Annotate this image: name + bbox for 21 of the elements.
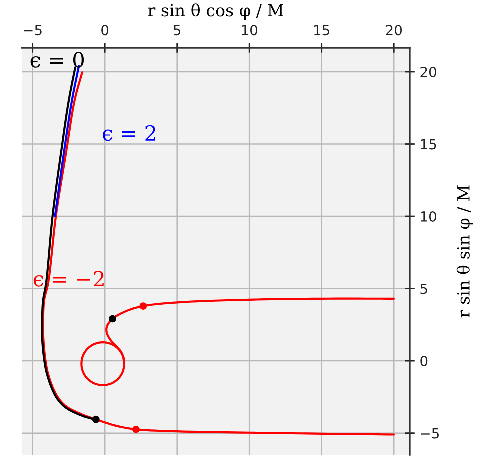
point	[109, 315, 116, 323]
y-tick-label: 0	[420, 356, 428, 367]
x-tick-label: 15	[314, 25, 330, 36]
x-tick-label: 5	[174, 25, 181, 36]
x-axis-title: r sin θ cos φ / M	[148, 4, 284, 20]
x-tick-label: 0	[102, 25, 109, 36]
y-tick-label: 20	[420, 66, 436, 78]
x-tick-label: 20	[386, 25, 402, 36]
x-tick-label: 10	[242, 25, 258, 36]
point	[140, 302, 148, 310]
y-tick-label: −5	[421, 428, 439, 439]
point	[132, 426, 140, 434]
series-label: ϵ = 0	[30, 52, 84, 68]
series-label: ϵ = −2	[34, 271, 104, 287]
point	[92, 416, 100, 424]
y-axis-title: r sin θ sin φ / M	[456, 186, 474, 318]
series-label: ϵ = 2	[102, 125, 156, 142]
x-tick-label: −5	[24, 25, 42, 36]
y-tick-label: 15	[421, 139, 436, 150]
y-tick-label: 5	[420, 284, 428, 294]
y-tick-label: 10	[421, 211, 436, 222]
